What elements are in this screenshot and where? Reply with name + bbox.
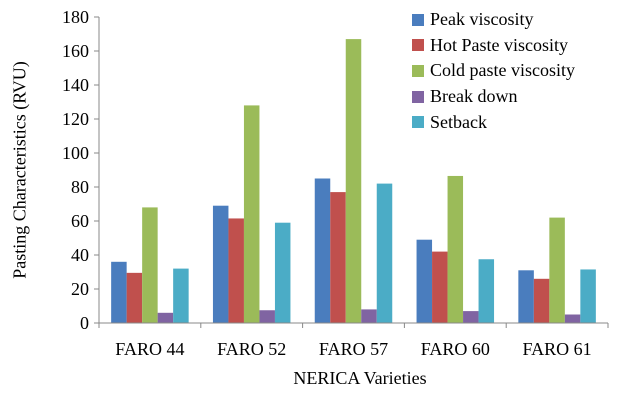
bar bbox=[580, 269, 596, 323]
bar bbox=[228, 218, 244, 323]
bar bbox=[173, 268, 189, 323]
x-tick-label: FARO 61 bbox=[523, 339, 592, 359]
legend-item: Break down bbox=[412, 84, 612, 110]
y-axis-ticks: 0 20 40 60 80 100 120 140 160 180 bbox=[62, 7, 99, 333]
x-tick-label: FARO 60 bbox=[421, 339, 490, 359]
y-tick-label: 180 bbox=[62, 7, 89, 27]
legend: Peak viscosity Hot Paste viscosity Cold pa… bbox=[412, 7, 612, 135]
bar bbox=[416, 239, 433, 323]
bar bbox=[533, 278, 550, 323]
x-tick-label: FARO 44 bbox=[115, 339, 184, 359]
axes bbox=[98, 17, 608, 324]
y-tick-label: 40 bbox=[71, 245, 89, 265]
legend-item: Hot Paste viscosity bbox=[412, 33, 612, 59]
bar bbox=[361, 309, 377, 323]
bar bbox=[142, 207, 158, 323]
bar bbox=[432, 251, 448, 323]
bar bbox=[564, 314, 581, 323]
y-tick-label: 160 bbox=[62, 41, 89, 61]
legend-item: Setback bbox=[412, 109, 612, 135]
legend-item: Cold paste viscosity bbox=[412, 58, 612, 84]
bar bbox=[259, 310, 275, 323]
y-tick-label: 20 bbox=[71, 279, 89, 299]
bar bbox=[243, 105, 260, 324]
bar bbox=[330, 192, 346, 323]
x-axis-ticks: FARO 44 FARO 52 FARO 57 FARO 60 FARO 61 bbox=[98, 323, 609, 359]
bar bbox=[518, 270, 534, 323]
bar bbox=[478, 259, 495, 323]
bar bbox=[376, 183, 393, 323]
legend-swatch bbox=[412, 64, 424, 77]
legend-swatch bbox=[412, 90, 424, 103]
legend-label: Hot Paste viscosity bbox=[430, 34, 568, 55]
bar bbox=[126, 272, 143, 323]
legend-label: Break down bbox=[430, 86, 518, 107]
legend-label: Cold paste viscosity bbox=[430, 60, 575, 81]
legend-label: Setback bbox=[430, 111, 487, 132]
bar bbox=[111, 261, 127, 323]
x-axis-label: NERICA Varieties bbox=[293, 368, 427, 388]
legend-item: Peak viscosity bbox=[412, 7, 612, 33]
y-tick-label: 100 bbox=[62, 143, 89, 163]
y-tick-label: 0 bbox=[80, 313, 89, 333]
bar bbox=[447, 175, 464, 323]
y-tick-label: 120 bbox=[62, 109, 89, 129]
x-tick-label: FARO 52 bbox=[217, 339, 286, 359]
legend-label: Peak viscosity bbox=[430, 9, 534, 30]
bar bbox=[212, 205, 229, 323]
legend-swatch bbox=[412, 116, 424, 129]
bar bbox=[345, 39, 362, 323]
y-tick-label: 80 bbox=[71, 177, 89, 197]
y-tick-label: 140 bbox=[62, 75, 89, 95]
bar bbox=[549, 217, 565, 323]
bars-group bbox=[111, 39, 596, 324]
x-tick-label: FARO 57 bbox=[319, 339, 388, 359]
y-tick-label: 60 bbox=[71, 211, 89, 231]
bar bbox=[157, 312, 174, 323]
legend-swatch bbox=[412, 39, 424, 52]
bar bbox=[463, 311, 479, 323]
bar bbox=[314, 178, 331, 323]
legend-swatch bbox=[412, 13, 424, 26]
y-axis-label: Pasting Characteristics (RVU) bbox=[9, 61, 30, 279]
bar bbox=[274, 222, 291, 323]
